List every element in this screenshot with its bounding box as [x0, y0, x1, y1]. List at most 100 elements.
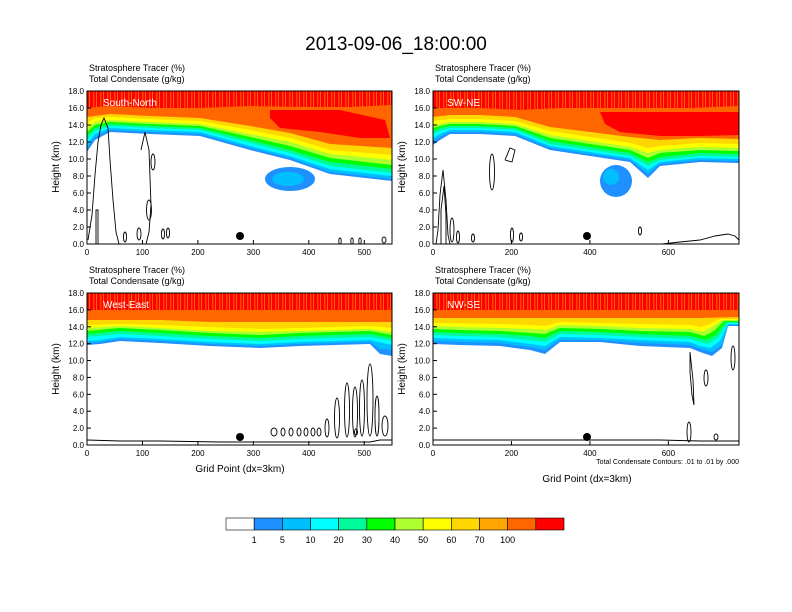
y-tick-label: 12.0	[414, 138, 430, 147]
y-tick-label: 6.0	[73, 189, 85, 198]
colorbar-swatch	[366, 517, 396, 531]
colorbar-label: 30	[362, 535, 372, 545]
y-tick-label: 12.0	[414, 340, 430, 349]
x-tick-label: 300	[247, 248, 261, 257]
x-tick-labels: 0 200 400 600	[431, 240, 676, 257]
x-axis: 0 200 400 600	[431, 240, 676, 257]
colorbar-swatch	[253, 517, 283, 531]
colorbar-swatch	[422, 517, 452, 531]
x-tick-label: 300	[247, 449, 261, 458]
plot-area	[433, 293, 739, 445]
colorbar-swatch	[310, 517, 339, 531]
location-marker	[236, 232, 244, 240]
y-tick-label: 4.0	[419, 407, 431, 416]
condensate-contours	[433, 345, 739, 443]
x-tick-label: 400	[583, 449, 597, 458]
x-tick-label: 400	[583, 248, 597, 257]
panel-title-line2: Total Condensate (g/kg)	[89, 74, 185, 84]
x-tick-label: 500	[358, 248, 372, 257]
x-axis: 0 200 400 600 Total Condensate Contours: .0…	[431, 441, 739, 485]
panel-south-north: Stratosphere Tracer (%) Total Condensate…	[51, 63, 393, 257]
band-100pct-core	[600, 112, 739, 136]
region-label: SW-NE	[447, 98, 480, 109]
y-tick-label: 12.0	[68, 138, 84, 147]
y-tick-label: 4.0	[73, 206, 85, 215]
y-tick-label: 10.0	[68, 357, 84, 366]
band-100pct-core	[270, 110, 390, 138]
band-100pct	[87, 91, 392, 108]
y-tick-label: 8.0	[419, 373, 431, 382]
band-100pct	[87, 293, 392, 310]
y-tick-label: 14.0	[414, 121, 430, 130]
y-tick-label: 0.0	[419, 441, 431, 450]
colorbar-swatch	[338, 517, 368, 531]
plot-area	[87, 91, 392, 244]
x-tick-label: 400	[302, 449, 316, 458]
x-tick-labels: 0 100 200 300 400 500	[85, 441, 371, 458]
colorbar-label: 100	[500, 535, 515, 545]
y-tick-label: 18.0	[414, 289, 430, 298]
plot-area	[433, 91, 739, 244]
x-tick-label: 200	[505, 449, 519, 458]
y-tick-labels: 0.0 2.0 4.0 6.0 8.0 10.0 12.0 14.0 16.0 18.0	[414, 289, 437, 450]
x-tick-label: 0	[431, 248, 436, 257]
colorbar-label: 1	[252, 535, 257, 545]
y-tick-label: 6.0	[73, 390, 85, 399]
x-axis: 0 100 200 300 400 500	[85, 240, 372, 257]
condensate-contours	[87, 363, 392, 443]
x-axis-title: Grid Point (dx=3km)	[542, 474, 631, 485]
y-tick-label: 10.0	[68, 155, 84, 164]
x-tick-label: 0	[85, 248, 90, 257]
y-tick-label: 16.0	[68, 306, 84, 315]
panel-title-line1: Stratosphere Tracer (%)	[435, 63, 531, 73]
y-tick-label: 14.0	[68, 121, 84, 130]
y-tick-labels: 0.0 2.0 4.0 6.0 8.0 10.0 12.0 14.0 16.0 18.0	[68, 87, 91, 249]
x-tick-label: 400	[302, 248, 316, 257]
colorbar-swatch	[225, 517, 255, 531]
region-label: South-North	[103, 98, 157, 109]
y-tick-labels: 0.0 2.0 4.0 6.0 8.0 10.0 12.0 14.0 16.0 18.0	[414, 87, 437, 249]
y-axis-title: Height (km)	[397, 141, 408, 193]
panel-title-line1: Stratosphere Tracer (%)	[89, 265, 185, 275]
y-tick-label: 8.0	[73, 172, 85, 181]
location-marker	[583, 433, 591, 441]
x-tick-label: 200	[191, 248, 205, 257]
y-tick-label: 2.0	[419, 424, 431, 433]
plot-frame	[86, 292, 393, 446]
region-label: West-East	[103, 300, 149, 311]
band-100pct	[433, 91, 739, 110]
colorbar-swatch	[282, 517, 311, 531]
contour-info-note: Total Condensate Contours: .01 to .01 by…	[596, 459, 739, 466]
location-marker	[236, 433, 244, 441]
colorbar-label: 50	[418, 535, 428, 545]
panel-nw-se: Stratosphere Tracer (%) Total Condensate…	[397, 265, 740, 485]
band-100pct	[433, 293, 739, 310]
colorbar-label: 40	[390, 535, 400, 545]
y-tick-label: 2.0	[73, 223, 85, 232]
colorbar-label: 5	[280, 535, 285, 545]
colorbar-swatch	[394, 517, 424, 531]
y-axis-title: Height (km)	[51, 343, 62, 395]
panel-title-line2: Total Condensate (g/kg)	[89, 276, 185, 286]
colorbar-swatch	[535, 517, 565, 531]
plot-frame	[86, 90, 393, 245]
y-tick-label: 16.0	[414, 104, 430, 113]
x-axis-title: Grid Point (dx=3km)	[195, 464, 284, 475]
y-tick-label: 14.0	[414, 323, 430, 332]
y-tick-label: 16.0	[414, 306, 430, 315]
y-tick-label: 0.0	[73, 240, 85, 249]
y-tick-label: 2.0	[419, 223, 431, 232]
panel-west-east: Stratosphere Tracer (%) Total Condensate…	[51, 265, 393, 475]
x-tick-label: 600	[662, 248, 676, 257]
x-tick-labels: 0 100 200 300 400 500	[85, 240, 372, 257]
plot-frame	[432, 292, 740, 446]
y-axis: Height (km) 0.0 2.0 4.0 6.0 8.0 10.0 12.0 14.0 1…	[51, 87, 91, 249]
y-tick-label: 10.0	[414, 357, 430, 366]
colorbar-label: 60	[446, 535, 456, 545]
colorbar-labels: 1 5 10 20 30 40 50 60 70 100	[252, 535, 516, 545]
region-label: NW-SE	[447, 300, 480, 311]
x-tick-label: 0	[85, 449, 90, 458]
panel-title-line2: Total Condensate (g/kg)	[435, 276, 531, 286]
tracer-blob-core	[603, 169, 619, 185]
